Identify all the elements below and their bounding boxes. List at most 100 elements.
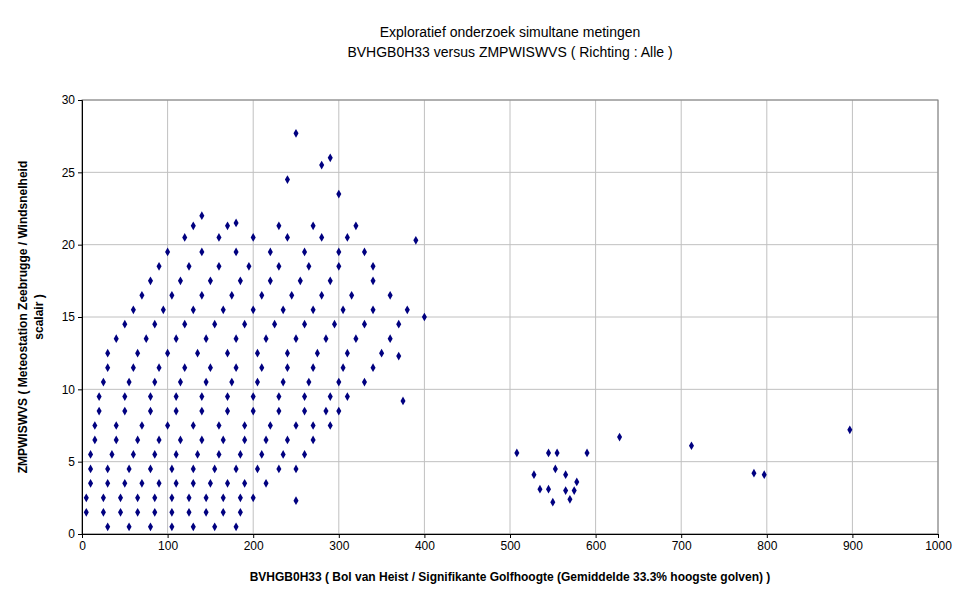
point <box>276 221 281 230</box>
point <box>122 407 127 416</box>
x-tick-label: 300 <box>329 539 349 553</box>
point <box>298 276 303 285</box>
point <box>328 154 333 163</box>
point <box>157 436 162 445</box>
point <box>148 276 153 285</box>
point <box>546 485 551 494</box>
point <box>362 320 367 329</box>
point <box>212 465 217 474</box>
point <box>400 397 405 406</box>
point <box>157 262 162 271</box>
point <box>105 522 110 531</box>
y-tick: 30 <box>62 93 82 107</box>
point <box>174 392 179 401</box>
x-tick-label: 600 <box>586 539 606 553</box>
y-tick-mark <box>78 534 82 535</box>
point <box>221 436 226 445</box>
point <box>353 221 358 230</box>
point <box>251 305 256 314</box>
point <box>315 349 320 358</box>
point <box>216 262 221 271</box>
point <box>353 334 358 343</box>
point <box>186 508 191 517</box>
point <box>152 493 157 502</box>
point <box>105 465 110 474</box>
x-tick-label: 900 <box>843 539 863 553</box>
x-tick: 1000 <box>925 534 952 553</box>
point <box>234 334 239 343</box>
title: Exploratief onderzoek simultane metingen <box>380 24 641 40</box>
point <box>563 486 568 495</box>
x-tick: 100 <box>158 534 178 553</box>
point <box>191 305 196 314</box>
point <box>165 248 170 257</box>
point <box>88 465 93 474</box>
grid <box>82 100 938 534</box>
x-tick-mark <box>681 534 682 538</box>
y-tick: 10 <box>62 383 82 397</box>
point <box>199 291 204 300</box>
point <box>221 493 226 502</box>
point <box>225 221 230 230</box>
point <box>122 479 127 488</box>
point <box>268 248 273 257</box>
point <box>276 407 281 416</box>
point <box>238 493 243 502</box>
point <box>225 349 230 358</box>
y-tick-mark <box>78 317 82 318</box>
y-tick: 20 <box>62 238 82 252</box>
point <box>259 450 264 459</box>
point <box>221 508 226 517</box>
point <box>306 378 311 387</box>
y-axis-label: ZMPWISWVS ( Meteostation Zeebrugge / Win… <box>16 161 30 474</box>
point <box>225 407 230 416</box>
point <box>259 291 264 300</box>
point <box>311 221 316 230</box>
y-grid-line <box>82 317 938 318</box>
y-tick: 15 <box>62 310 82 324</box>
point <box>345 349 350 358</box>
point <box>225 392 230 401</box>
point <box>169 508 174 517</box>
point <box>97 392 102 401</box>
point <box>388 334 393 343</box>
x-tick: 600 <box>586 534 606 553</box>
x-tick: 200 <box>244 534 264 553</box>
point <box>302 392 307 401</box>
point <box>144 334 149 343</box>
point <box>148 465 153 474</box>
point <box>101 508 106 517</box>
point <box>276 262 281 271</box>
point <box>362 378 367 387</box>
point <box>127 465 132 474</box>
y-axis: 051015202530 <box>62 93 83 541</box>
point <box>289 291 294 300</box>
point <box>139 291 144 300</box>
point <box>546 449 551 458</box>
point <box>229 378 234 387</box>
point <box>689 441 694 450</box>
x-tick-label: 200 <box>244 539 264 553</box>
point <box>225 479 230 488</box>
point <box>229 291 234 300</box>
point <box>186 262 191 271</box>
point <box>345 233 350 242</box>
y-axis-label: scalair ) <box>32 294 46 339</box>
point <box>169 291 174 300</box>
point <box>169 465 174 474</box>
x-tick-mark <box>510 534 511 538</box>
point <box>555 449 560 458</box>
point <box>251 233 256 242</box>
point <box>371 276 376 285</box>
point <box>109 450 114 459</box>
point <box>234 465 239 474</box>
point <box>341 305 346 314</box>
point <box>101 493 106 502</box>
point <box>208 276 213 285</box>
point <box>191 479 196 488</box>
point <box>199 392 204 401</box>
x-tick-label: 0 <box>79 539 86 553</box>
x-tick-mark <box>168 534 169 538</box>
point <box>165 349 170 358</box>
point <box>371 305 376 314</box>
